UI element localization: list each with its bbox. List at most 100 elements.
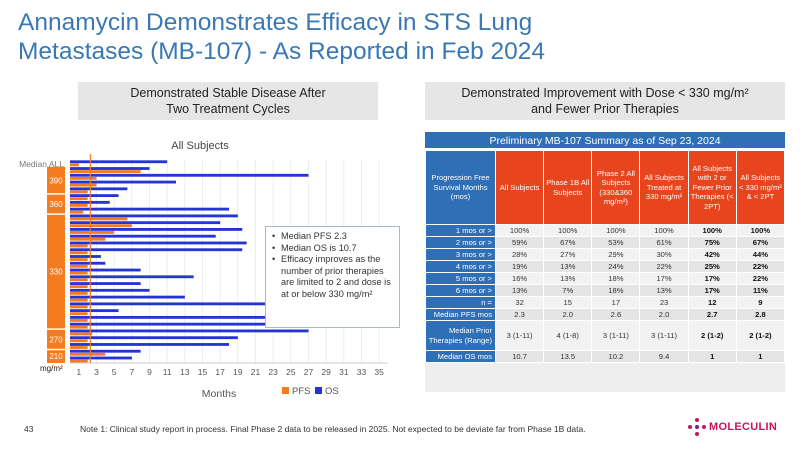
footnote: Note 1: Clinical study report in process…: [80, 424, 586, 434]
pfs-bar: [70, 203, 88, 207]
table-cell: 17: [591, 296, 641, 309]
chart-title: All Subjects: [171, 140, 229, 152]
table-cell: 24%: [591, 260, 641, 273]
table-row: Median Prior Therapies (Range) 3 (1-11) 4 …: [425, 320, 786, 351]
table-cell: 17%: [639, 272, 689, 285]
table-cell: 23: [639, 296, 689, 309]
os-bar: [70, 261, 106, 265]
os-bar: [70, 329, 309, 333]
os-bar: [70, 282, 141, 285]
pfs-bar: [70, 190, 88, 194]
table-row: 1 mos or >100% 100% 100% 100% 100% 100%: [425, 224, 786, 237]
os-bar: [70, 180, 176, 184]
table-row: n = 32 15 17 23 12 9: [425, 296, 786, 309]
row-label: 2 mos or >: [425, 236, 496, 249]
table-cell: 11%: [735, 284, 786, 297]
table-cell: 67%: [543, 236, 593, 249]
table-cell: 28%: [494, 248, 545, 261]
pfs-bar: [70, 244, 88, 248]
pfs-bar: [70, 163, 79, 167]
table-row: Median OS mos 10.7 13.5 10.2 9.4 1 1: [425, 350, 786, 363]
dose-group-label: 270: [49, 335, 63, 344]
pfs-bar: [70, 217, 128, 221]
slide-title: Annamycin Demonstrates Efficacy in STS L…: [18, 9, 546, 65]
os-bar: [70, 302, 362, 306]
pfs-bar: [70, 325, 88, 329]
table-cell: 2 (1-2): [687, 320, 737, 351]
row-label: 4 mos or >: [425, 260, 496, 273]
table-cell: 10.2: [591, 350, 641, 363]
page-number: 43: [24, 424, 34, 434]
table-cell: 10.7: [494, 350, 545, 363]
table-cell: 13%: [543, 272, 593, 285]
right-header-line2: and Fewer Prior Therapies: [531, 102, 679, 116]
logo-text: MOLECULIN: [709, 421, 778, 433]
table-cell: 1: [735, 350, 786, 363]
table-cell: 25%: [687, 260, 737, 273]
os-bar: [70, 207, 229, 211]
os-bar: [70, 336, 238, 340]
bullet-median-pfs: Median PFS 2.3: [272, 231, 395, 243]
bullet-median-os: Median OS is 10.7: [272, 243, 395, 255]
left-header-line2: Two Treatment Cycles: [166, 102, 290, 116]
x-tick-label: 11: [163, 367, 172, 377]
table-cell: 2.0: [543, 308, 593, 321]
dose-group-label: 330: [49, 268, 63, 277]
row-label: 5 mos or >: [425, 272, 496, 285]
table-cell: 22%: [639, 260, 689, 273]
os-bar: [70, 349, 141, 353]
table-cell: 42%: [687, 248, 737, 261]
pfs-bar: [70, 271, 88, 275]
os-bar: [70, 356, 132, 360]
table-row: 2 mos or >59% 67% 53% 61% 75% 67%: [425, 236, 786, 249]
pfs-bar: [70, 224, 132, 228]
table-cell: 100%: [735, 224, 786, 237]
table-cell: 2.7: [687, 308, 737, 321]
pfs-bar: [70, 312, 88, 316]
pfs-bar: [70, 176, 97, 180]
table-cell: 13%: [494, 284, 545, 297]
table-cell: 61%: [639, 236, 689, 249]
x-tick-label: 23: [268, 367, 278, 377]
x-tick-label: 27: [304, 367, 314, 377]
pfs-bar: [70, 231, 115, 234]
table-row: 5 mos or >16% 13% 18% 17% 17% 22%: [425, 272, 786, 285]
x-tick-label: 35: [374, 367, 384, 377]
pfs-bar: [70, 264, 88, 268]
table-cell: 27%: [543, 248, 593, 261]
x-tick-label: 13: [180, 367, 190, 377]
pfs-bar: [70, 305, 88, 309]
summary-table: Progression Free Survival Months (mos) A…: [425, 150, 786, 363]
x-tick-label: 29: [321, 367, 331, 377]
table-cell: 1: [687, 350, 737, 363]
dose-group-label: 360: [49, 200, 63, 209]
table-cell: 59%: [494, 236, 545, 249]
os-bar: [70, 214, 238, 218]
bullet-efficacy: Efficacy improves as the number of prior…: [272, 254, 395, 300]
pfs-bar: [70, 237, 106, 241]
table-cell: 2.0: [639, 308, 689, 321]
x-tick-label: 15: [198, 367, 208, 377]
table-cell: 100%: [494, 224, 545, 237]
y-axis-label: mg/m²: [40, 364, 63, 373]
table-cell: 18%: [591, 284, 641, 297]
os-bar: [70, 343, 229, 346]
x-axis-label: Months: [202, 388, 236, 400]
header-2pt: All Subjects with 2 or Fewer Prior Thera…: [687, 150, 737, 225]
os-bar: [70, 228, 243, 231]
pfs-bar: [70, 251, 88, 255]
header-phase2: Phase 2 All Subjects (330&360 mg/m²): [591, 150, 641, 225]
header-phase1b: Phase 1B All Subjects: [543, 150, 593, 225]
pfs-bar: [70, 210, 84, 214]
pfs-bar: [70, 339, 88, 343]
x-tick-label: 33: [357, 367, 367, 377]
os-bar: [70, 167, 150, 170]
legend-label-os: OS: [325, 386, 339, 397]
pfs-bar: [70, 197, 88, 201]
table-cell: 13%: [639, 284, 689, 297]
os-bar: [70, 160, 168, 164]
os-bar: [70, 275, 194, 279]
pfs-bar: [70, 346, 88, 349]
x-tick-label: 25: [286, 367, 296, 377]
table-cell: 22%: [735, 260, 786, 273]
